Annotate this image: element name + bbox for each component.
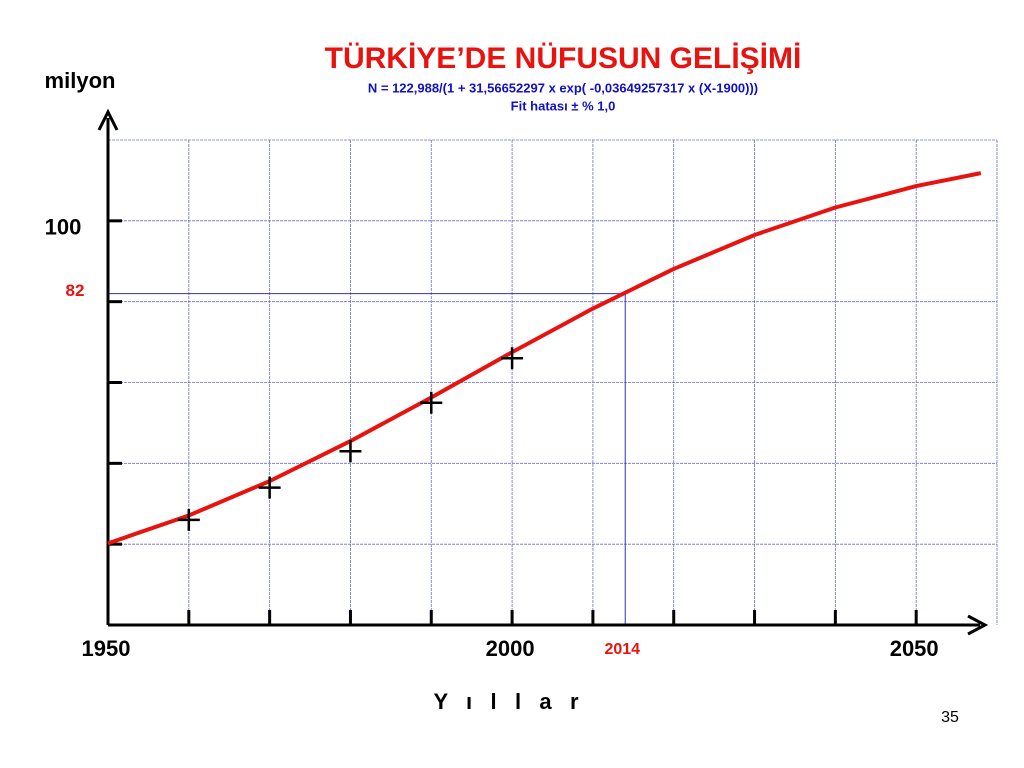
x-axis-label: Y ı l l a r xyxy=(433,689,579,714)
data-point xyxy=(258,476,281,499)
x-axis-arrow xyxy=(967,614,989,636)
page-number: 35 xyxy=(941,709,959,726)
note: Fit hatası ± % 1,0 xyxy=(511,98,616,113)
x-tick-label: 2050 xyxy=(890,636,939,661)
y-tick-label: 100 xyxy=(45,215,82,240)
x-tick-label: 1950 xyxy=(82,636,131,661)
reference-label: 82 xyxy=(66,281,85,300)
fit-curve xyxy=(107,171,982,546)
y-axis-label: milyon xyxy=(45,68,116,93)
data-point xyxy=(177,508,200,531)
data-point xyxy=(501,347,524,370)
chart-title: TÜRKİYE’DE NÜFUSUN GELİŞİMİ xyxy=(325,42,802,75)
data-point xyxy=(339,440,362,463)
subtitle: N = 122,988/(1 + 31,56652297 x exp( -0,0… xyxy=(368,80,758,95)
reference-label: 2014 xyxy=(604,641,640,658)
data-point xyxy=(420,391,443,414)
x-tick-label: 2000 xyxy=(486,636,535,661)
y-axis-arrow xyxy=(97,108,119,131)
